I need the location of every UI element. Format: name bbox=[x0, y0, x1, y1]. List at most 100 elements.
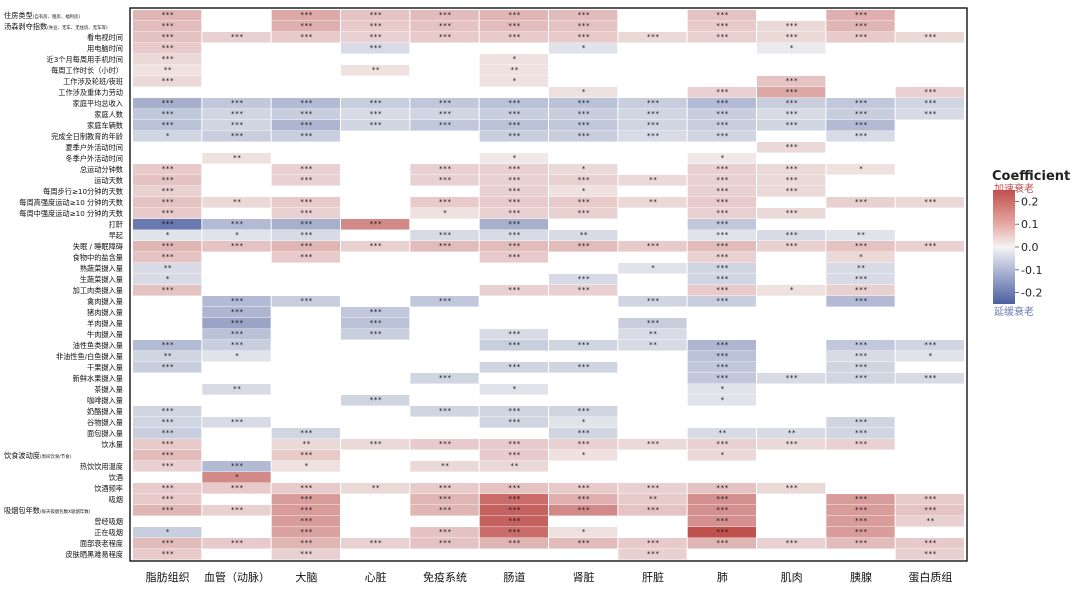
significance-star: *** bbox=[716, 539, 729, 547]
heatmap-cell bbox=[133, 428, 202, 439]
significance-star: *** bbox=[508, 407, 521, 415]
significance-star: *** bbox=[924, 550, 937, 558]
significance-star: *** bbox=[577, 121, 590, 129]
heatmap-cell bbox=[202, 384, 271, 395]
significance-star: * bbox=[512, 77, 516, 85]
column-label: 免疫系统 bbox=[423, 570, 467, 584]
significance-star: *** bbox=[439, 440, 452, 448]
significance-star: *** bbox=[369, 330, 382, 338]
heatmap-cell bbox=[895, 351, 964, 362]
heatmap-cell bbox=[826, 296, 895, 307]
heatmap-cell bbox=[133, 21, 202, 32]
heatmap-cell bbox=[826, 285, 895, 296]
significance-star: *** bbox=[785, 484, 798, 492]
legend-tick-label: 0.0 bbox=[1021, 241, 1039, 254]
heatmap-cell bbox=[479, 186, 548, 197]
heatmap-cell bbox=[202, 120, 271, 131]
heatmap-cell bbox=[687, 164, 756, 175]
column-label: 肌肉 bbox=[781, 571, 803, 584]
heatmap-cell bbox=[202, 153, 271, 164]
significance-star: *** bbox=[161, 55, 174, 63]
significance-star: *** bbox=[231, 110, 244, 118]
heatmap-cell bbox=[479, 483, 548, 494]
significance-star: *** bbox=[231, 220, 244, 228]
heatmap-cell bbox=[133, 197, 202, 208]
significance-star: *** bbox=[716, 484, 729, 492]
significance-star: *** bbox=[785, 187, 798, 195]
heatmap-cell bbox=[341, 219, 410, 230]
significance-star: *** bbox=[300, 209, 313, 217]
significance-star: *** bbox=[300, 451, 313, 459]
heatmap-cell bbox=[687, 516, 756, 527]
heatmap-cell bbox=[687, 505, 756, 516]
heatmap-cell bbox=[133, 175, 202, 186]
row-label: 茶摄入量 bbox=[94, 385, 123, 394]
heatmap-cell bbox=[479, 252, 548, 263]
significance-star: *** bbox=[785, 176, 798, 184]
significance-star: *** bbox=[161, 187, 174, 195]
row-label: 饮酒频率 bbox=[94, 484, 123, 493]
significance-star: *** bbox=[577, 242, 590, 250]
significance-star: *** bbox=[439, 33, 452, 41]
heatmap-cell bbox=[410, 406, 479, 417]
significance-star: *** bbox=[300, 528, 313, 536]
significance-star: ** bbox=[857, 264, 865, 272]
heatmap-cell bbox=[479, 329, 548, 340]
heatmap-cell bbox=[687, 527, 756, 538]
row-label: 用电脑时间 bbox=[87, 44, 123, 53]
significance-star: *** bbox=[508, 220, 521, 228]
significance-star: *** bbox=[924, 374, 937, 382]
significance-star: *** bbox=[785, 33, 798, 41]
heatmap-cell bbox=[479, 461, 548, 472]
significance-star: *** bbox=[855, 132, 868, 140]
heatmap-cell bbox=[271, 109, 340, 120]
significance-star: *** bbox=[924, 242, 937, 250]
heatmap-cell bbox=[410, 164, 479, 175]
row-label: 羊肉摄入量 bbox=[87, 319, 123, 328]
heatmap-cell bbox=[133, 461, 202, 472]
significance-star: ** bbox=[718, 429, 726, 437]
significance-star: *** bbox=[855, 11, 868, 19]
significance-star: *** bbox=[716, 231, 729, 239]
significance-star: *** bbox=[508, 22, 521, 30]
significance-star: *** bbox=[439, 11, 452, 19]
significance-star: *** bbox=[577, 407, 590, 415]
significance-star: * bbox=[582, 451, 586, 459]
heatmap-cell bbox=[687, 483, 756, 494]
significance-star: *** bbox=[508, 165, 521, 173]
significance-star: * bbox=[790, 286, 794, 294]
significance-star: *** bbox=[161, 462, 174, 470]
row-label: 近3个月每周用手机时间 bbox=[47, 55, 123, 64]
heatmap-cell bbox=[687, 230, 756, 241]
heatmap-cell bbox=[271, 175, 340, 186]
significance-star: *** bbox=[508, 506, 521, 514]
heatmap-cell bbox=[133, 494, 202, 505]
heatmap-cell bbox=[549, 428, 618, 439]
heatmap-cell bbox=[618, 32, 687, 43]
significance-star: *** bbox=[785, 121, 798, 129]
row-label: 每周工作时长（小时） bbox=[51, 66, 123, 75]
heatmap-cell bbox=[133, 65, 202, 76]
significance-star: *** bbox=[508, 209, 521, 217]
heatmap-cell bbox=[687, 351, 756, 362]
significance-star: *** bbox=[231, 132, 244, 140]
significance-star: *** bbox=[161, 418, 174, 426]
significance-star: *** bbox=[508, 451, 521, 459]
heatmap-cell bbox=[133, 10, 202, 21]
significance-star: *** bbox=[785, 88, 798, 96]
heatmap-cell bbox=[549, 43, 618, 54]
heatmap-cell bbox=[410, 109, 479, 120]
significance-star: ** bbox=[649, 176, 657, 184]
significance-star: *** bbox=[577, 286, 590, 294]
heatmap-cell bbox=[618, 439, 687, 450]
significance-star: *** bbox=[300, 253, 313, 261]
heatmap-cell bbox=[271, 197, 340, 208]
heatmap-cell bbox=[271, 241, 340, 252]
significance-star: *** bbox=[647, 297, 660, 305]
heatmap-cell bbox=[618, 483, 687, 494]
heatmap-cell bbox=[826, 197, 895, 208]
row-label: 咖啡摄入量 bbox=[87, 396, 123, 405]
legend-tick-label: 0.1 bbox=[1021, 218, 1039, 231]
significance-star: * bbox=[235, 473, 239, 481]
heatmap-cell bbox=[202, 472, 271, 483]
